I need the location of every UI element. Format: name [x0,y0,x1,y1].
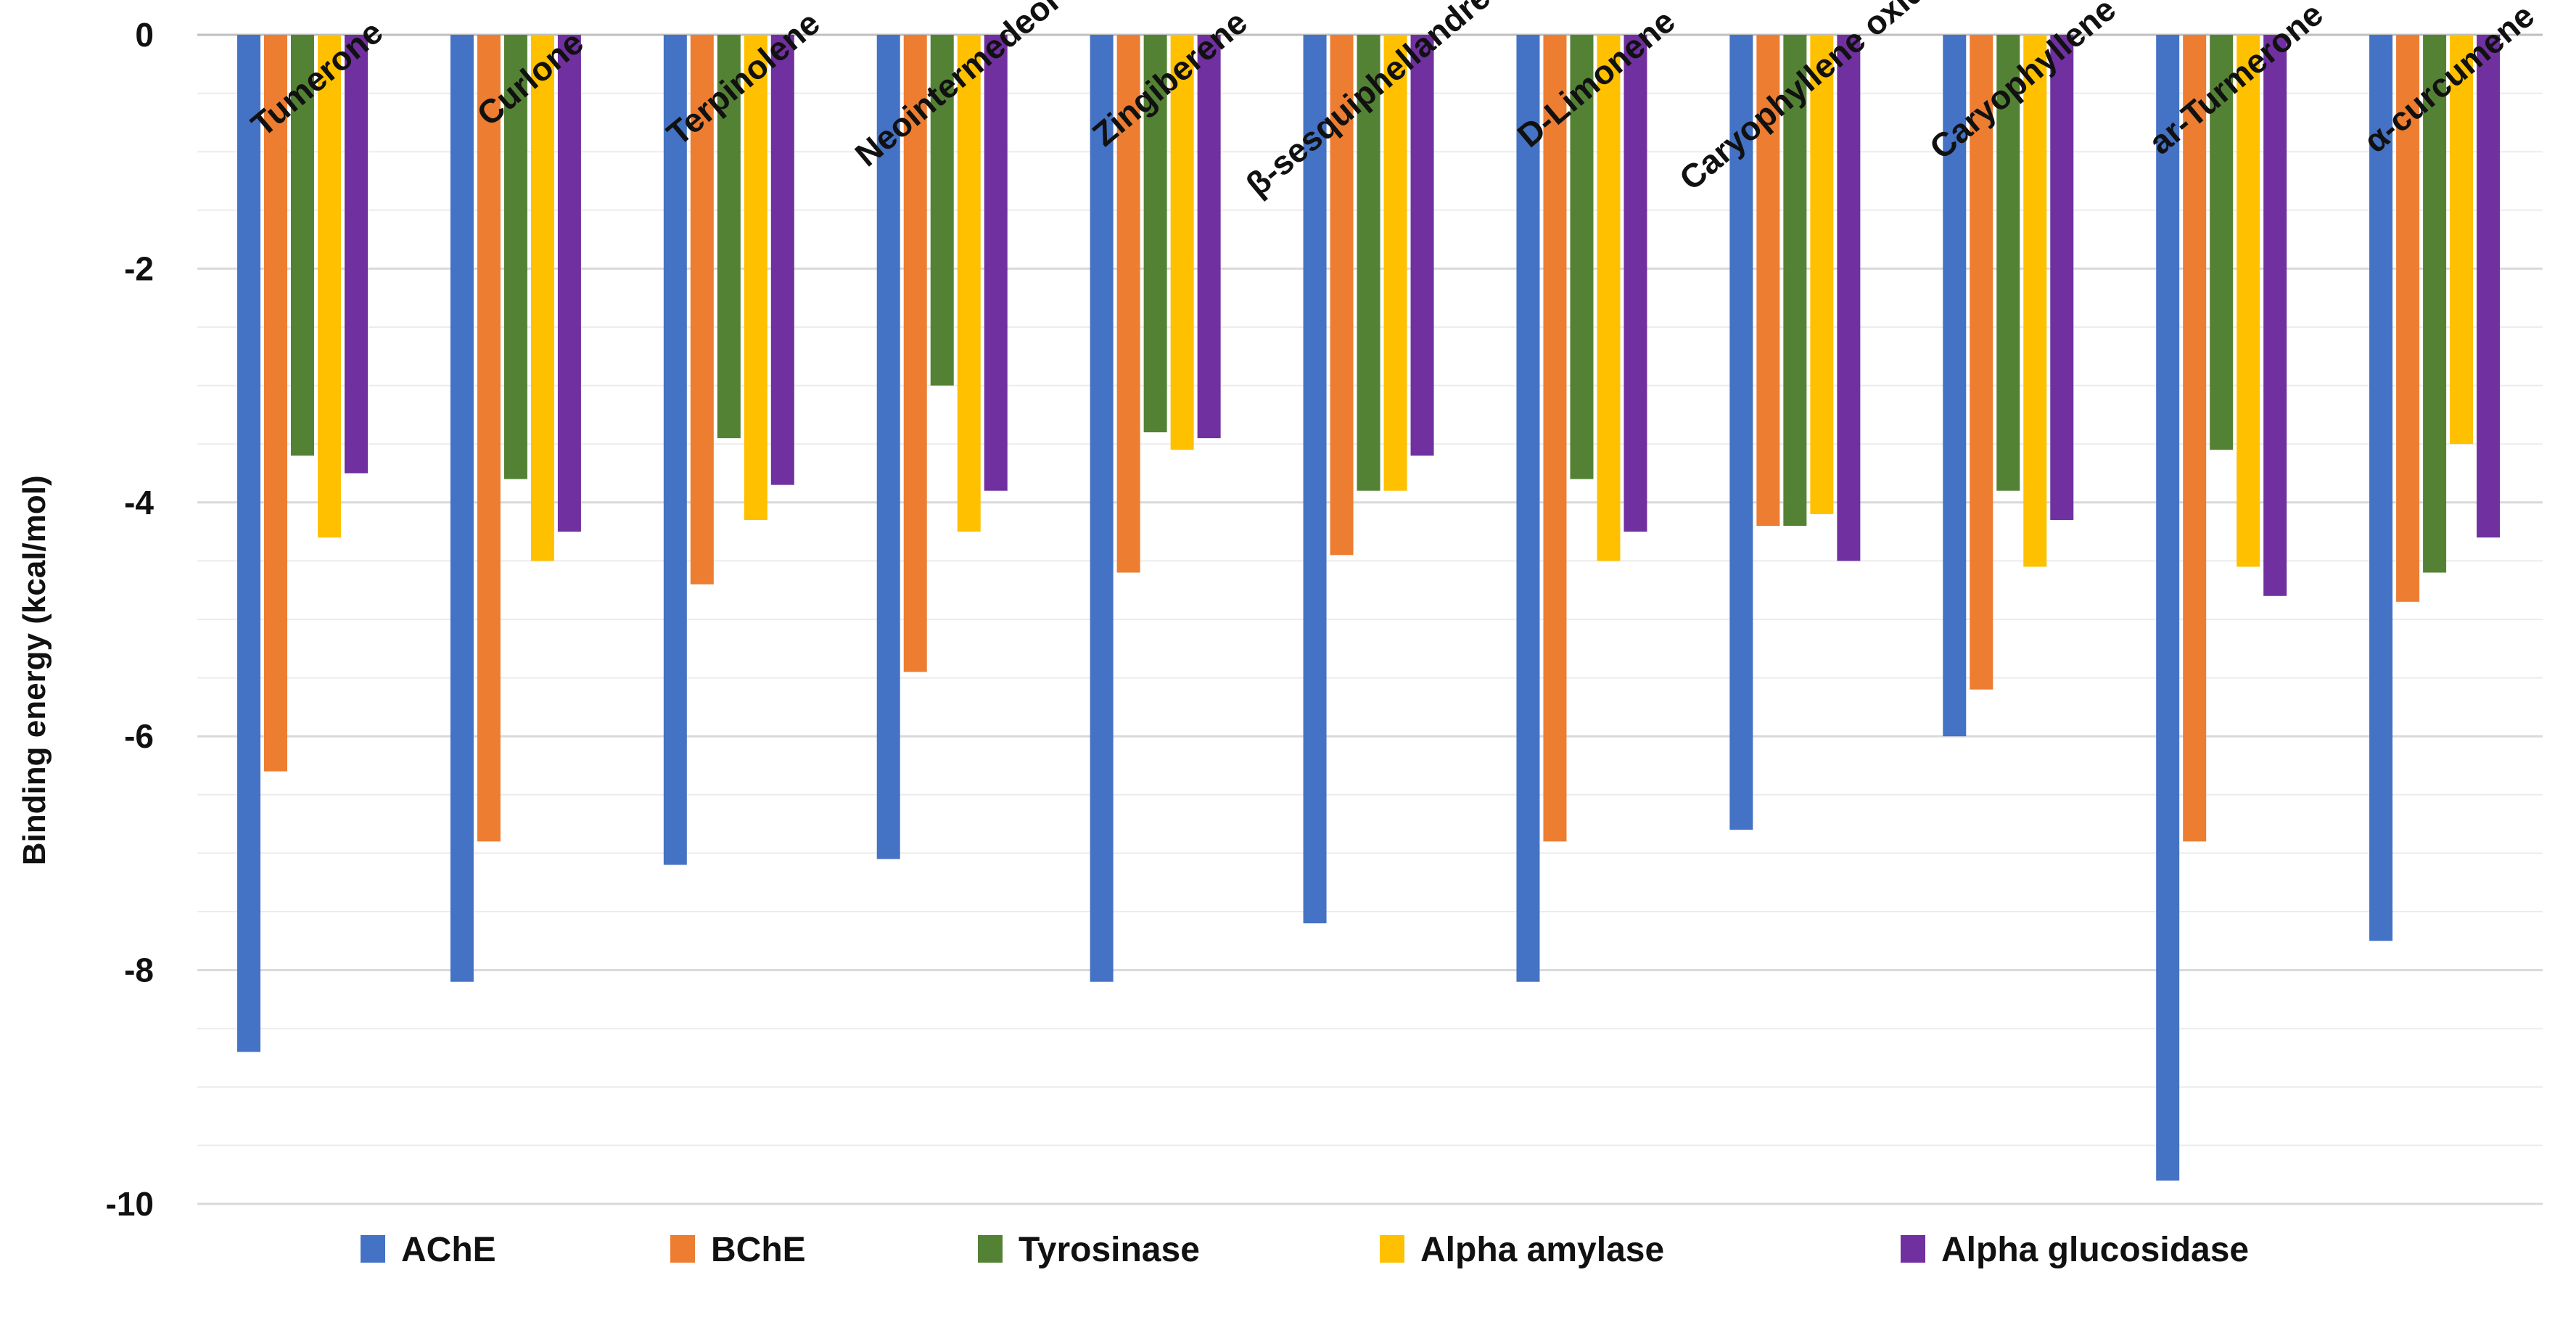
bar-alpha-amylase [1597,35,1621,561]
legend-swatch [978,1235,1003,1263]
bar-bche [690,35,714,585]
legend: AChE BChE Tyrosinase Alpha amylase Alpha glu… [361,1231,2249,1269]
bar-ache [1303,35,1327,924]
bar-bche [2183,35,2207,842]
bar-bche [1543,35,1567,842]
bar-tyrosinase [1996,35,2020,491]
gridlines [197,33,2543,1205]
y-tick-label: 0 [135,16,154,54]
bar-ache [237,35,260,1052]
bar-alpha-glucosidase [1410,35,1434,456]
bar-alpha-glucosidase [1624,35,1647,532]
y-tick-label: -6 [124,717,154,755]
bar-bche [903,35,927,672]
bar-alpha-glucosidase [557,35,581,532]
bar-alpha-amylase [744,35,768,520]
bar-alpha-amylase [530,35,554,561]
bar-alpha-glucosidase [1197,35,1221,439]
bar-ache [1090,35,1114,982]
bar-alpha-amylase [957,35,981,532]
legend-label: Tyrosinase [1019,1231,1200,1269]
bar-ache [663,35,687,865]
legend-swatch [1380,1235,1404,1263]
y-axis-ticks: 0 -2 -4 -6 -8 -10 [106,16,155,1223]
bar-alpha-glucosidase [2263,35,2287,596]
bar-ache [1943,35,1967,737]
bar-tyrosinase [2423,35,2447,573]
bar-tyrosinase [291,35,314,456]
bar-alpha-amylase [1810,35,1834,514]
y-tick-label: -2 [124,249,154,287]
bar-alpha-amylase [1170,35,1194,450]
category-label: Caryophyllene oxide [1672,0,1946,197]
y-tick-label: -8 [124,952,154,989]
bar-tyrosinase [503,35,527,479]
bar-bche [1116,35,1140,573]
bar-alpha-amylase [2023,35,2047,567]
bar-ache [876,35,900,859]
y-tick-label: -4 [124,484,154,521]
category-label: β-sesquiphellandrene [1238,0,1527,203]
bar-ache [2156,35,2180,1181]
bar-ache [450,35,474,982]
bar-tyrosinase [1357,35,1380,491]
legend-swatch [670,1235,695,1263]
legend-label: BChE [711,1231,806,1269]
legend-label: Alpha glucosidase [1941,1231,2249,1269]
bar-bche [1330,35,1354,556]
bars [237,35,2501,1181]
bar-bche [1756,35,1780,527]
bar-alpha-glucosidase [345,35,368,474]
legend-label: Alpha amylase [1420,1231,1664,1269]
bar-tyrosinase [1570,35,1594,479]
bar-alpha-glucosidase [770,35,794,485]
bar-alpha-amylase [1383,35,1407,491]
bar-tyrosinase [1783,35,1807,527]
bar-tyrosinase [930,35,954,386]
bar-ache [1516,35,1540,982]
bar-tyrosinase [717,35,741,439]
bar-alpha-amylase [2450,35,2474,445]
legend-label: AChE [401,1231,496,1269]
bar-tyrosinase [1143,35,1167,433]
bar-alpha-glucosidase [984,35,1008,491]
bar-bche [477,35,501,842]
legend-swatch [361,1235,385,1263]
bar-bche [264,35,287,772]
y-axis-label: Binding energy (kcal/mol) [17,475,52,865]
bar-tyrosinase [2210,35,2234,450]
bar-bche [2396,35,2420,602]
bar-alpha-glucosidase [1837,35,1861,561]
y-tick-label: -10 [106,1185,154,1223]
bar-ache [2369,35,2393,941]
bar-ache [1729,35,1753,830]
bar-bche [1970,35,1993,690]
bar-alpha-glucosidase [2477,35,2501,538]
bar-alpha-amylase [2236,35,2260,567]
legend-swatch [1901,1235,1925,1263]
bar-alpha-glucosidase [2050,35,2074,520]
bar-alpha-amylase [318,35,341,538]
